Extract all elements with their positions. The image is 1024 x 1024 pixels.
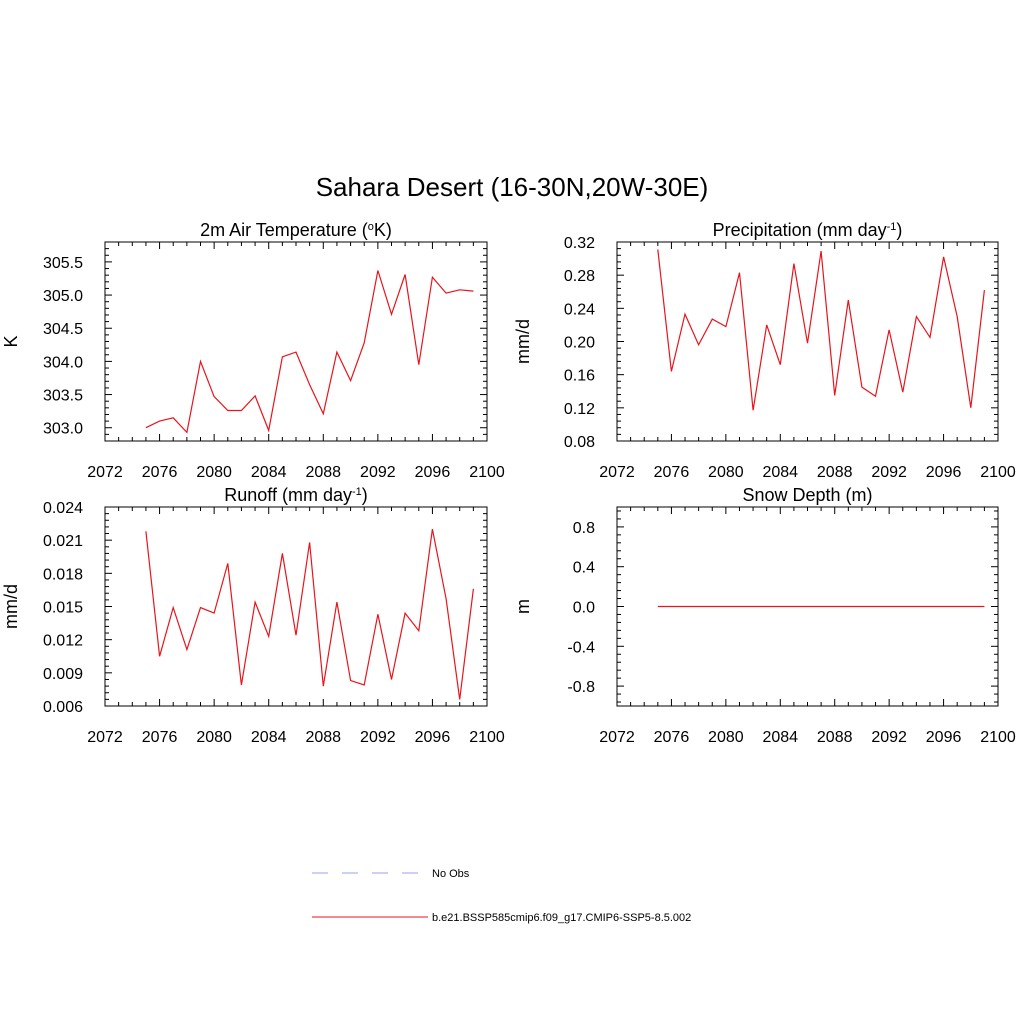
y-tick-label: 0.20 — [564, 335, 595, 352]
y-axis-label: mm/d — [513, 319, 533, 364]
x-tick-label: 2072 — [87, 729, 123, 746]
panel-title-superscript: -1 — [887, 221, 897, 233]
legend-item: b.e21.BSSP585cmip6.f09_g17.CMIP6-SSP5-8.… — [312, 912, 691, 924]
legend: No Obs b.e21.BSSP585cmip6.f09_g17.CMIP6-S… — [312, 868, 691, 924]
x-tick-label: 2096 — [415, 464, 451, 481]
y-tick-label: -0.4 — [567, 639, 595, 656]
x-tick-label: 2076 — [142, 464, 178, 481]
y-tick-label: 0.4 — [573, 560, 595, 577]
y-tick-label: 0.32 — [564, 235, 595, 252]
x-tick-label: 2084 — [251, 464, 287, 481]
panel-title: 2m Air Temperature (oK) — [200, 220, 392, 240]
x-tick-label: 2080 — [708, 464, 744, 481]
y-tick-label: 0.006 — [43, 699, 83, 716]
x-tick-label: 2072 — [87, 464, 123, 481]
y-tick-label: 0.0 — [573, 600, 595, 617]
x-tick-label: 2088 — [817, 464, 853, 481]
x-tick-label: 2096 — [926, 464, 962, 481]
y-tick-label: 0.024 — [43, 500, 83, 517]
x-tick-label: 2080 — [708, 729, 744, 746]
y-tick-label: 0.012 — [43, 633, 83, 650]
panels: 2m Air Temperature (oK) K 2072 2076 2080 2084… — [1, 220, 1016, 746]
y-tick-label: 0.08 — [564, 434, 595, 451]
x-tick-label: 2096 — [415, 729, 451, 746]
series-line — [145, 270, 474, 434]
y-tick-label: 305.0 — [43, 288, 83, 305]
x-tick-label: 2096 — [926, 729, 962, 746]
panel-title: Precipitation (mm day-1) — [713, 220, 903, 240]
x-tick-label: 2080 — [196, 464, 232, 481]
y-tick-label: 304.0 — [43, 354, 83, 371]
y-tick-label: 0.24 — [564, 301, 595, 318]
x-tick-label: 2084 — [762, 729, 798, 746]
y-tick-label: 0.009 — [43, 666, 83, 683]
x-tick-label: 2088 — [305, 729, 341, 746]
x-tick-label: 2092 — [871, 464, 907, 481]
panel-4: Snow Depth (m) m 2072 2076 2080 2084 2088 2092 2… — [513, 485, 1016, 746]
x-tick-label: 2084 — [251, 729, 287, 746]
x-tick-label: 2100 — [469, 729, 505, 746]
panel-3: Runoff (mm day-1) mm/d 2072 2076 2080 2084 208… — [1, 485, 505, 746]
x-tick-label: 2088 — [817, 729, 853, 746]
y-axis-label: K — [1, 335, 21, 347]
y-tick-label: 303.0 — [43, 421, 83, 438]
series-line — [145, 528, 474, 700]
y-tick-label: 0.16 — [564, 368, 595, 385]
x-tick-label: 2092 — [360, 729, 396, 746]
y-tick-label: 303.5 — [43, 388, 83, 405]
y-tick-label: 0.8 — [573, 520, 595, 537]
x-tick-label: 2072 — [599, 464, 635, 481]
x-tick-label: 2072 — [599, 729, 635, 746]
y-tick-label: 0.28 — [564, 268, 595, 285]
y-tick-label: -0.8 — [567, 679, 595, 696]
x-tick-label: 2100 — [469, 464, 505, 481]
y-tick-label: 305.5 — [43, 255, 83, 272]
x-tick-label: 2080 — [196, 729, 232, 746]
legend-item: No Obs — [312, 868, 470, 880]
panel-title: Snow Depth (m) — [742, 485, 872, 505]
x-tick-label: 2092 — [871, 729, 907, 746]
x-tick-label: 2076 — [654, 464, 690, 481]
panel-title: Runoff (mm day-1) — [224, 485, 368, 505]
x-tick-label: 2092 — [360, 464, 396, 481]
series-line — [657, 249, 985, 411]
panel-2: Precipitation (mm day-1) mm/d 2072 2076 2080… — [513, 220, 1016, 481]
y-axis-label: mm/d — [1, 584, 21, 629]
legend-label: No Obs — [432, 868, 470, 880]
y-tick-label: 304.5 — [43, 321, 83, 338]
panel-title-superscript: -1 — [352, 486, 362, 498]
x-tick-label: 2088 — [305, 464, 341, 481]
y-axis-label: m — [513, 599, 533, 614]
y-tick-label: 0.018 — [43, 566, 83, 583]
panel-1: 2m Air Temperature (oK) K 2072 2076 2080 2084… — [1, 220, 505, 481]
x-tick-label: 2100 — [980, 464, 1016, 481]
x-tick-label: 2100 — [980, 729, 1016, 746]
x-tick-label: 2076 — [654, 729, 690, 746]
x-tick-label: 2084 — [762, 464, 798, 481]
legend-label: b.e21.BSSP585cmip6.f09_g17.CMIP6-SSP5-8.… — [432, 912, 691, 924]
y-tick-label: 0.021 — [43, 533, 83, 550]
figure-title: Sahara Desert (16-30N,20W-30E) — [316, 172, 709, 202]
y-tick-label: 0.12 — [564, 401, 595, 418]
panel-title-superscript: o — [368, 221, 374, 233]
x-tick-label: 2076 — [142, 729, 178, 746]
y-tick-label: 0.015 — [43, 600, 83, 617]
